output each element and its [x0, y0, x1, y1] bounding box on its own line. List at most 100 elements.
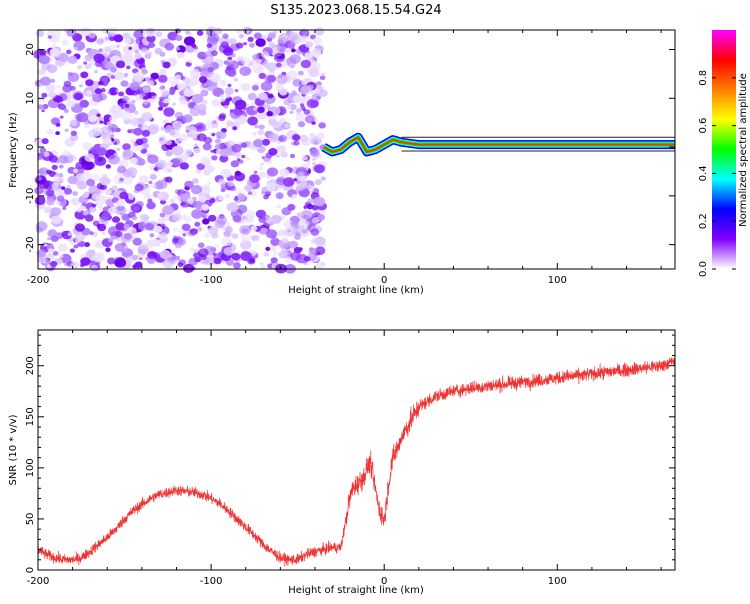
noise-blob [84, 123, 91, 129]
noise-blob [266, 229, 278, 239]
noise-blob [128, 97, 134, 103]
noise-blob [53, 188, 64, 196]
noise-blob [174, 74, 182, 81]
noise-blob [50, 117, 61, 126]
noise-blob [92, 174, 102, 182]
noise-blob [180, 99, 188, 105]
noise-blob [92, 220, 100, 227]
noise-blob [37, 104, 44, 110]
noise-blob [225, 193, 230, 198]
noise-blob [85, 190, 91, 195]
x-tick-label: 0 [381, 275, 387, 286]
noise-blob [159, 249, 171, 260]
noise-blob [40, 196, 46, 200]
noise-blob [88, 32, 96, 39]
noise-blob [257, 106, 265, 114]
noise-blob [293, 140, 300, 146]
noise-blob [149, 173, 157, 180]
noise-blob [269, 245, 277, 252]
noise-blob [235, 42, 244, 49]
y-tick-label: 150 [25, 407, 36, 426]
noise-blob [133, 110, 139, 115]
noise-blob [93, 252, 105, 263]
noise-blob [252, 132, 257, 136]
noise-blob [96, 38, 104, 45]
noise-blob [55, 131, 60, 135]
noise-blob [291, 48, 296, 53]
noise-blob [283, 177, 295, 187]
noise-blob [265, 216, 275, 225]
noise-blob [146, 256, 156, 264]
noise-blob [69, 119, 78, 127]
noise-blob [278, 39, 284, 44]
noise-blob [132, 237, 142, 246]
noise-blob [172, 227, 178, 232]
noise-blob [134, 49, 140, 54]
noise-blob [121, 213, 131, 221]
noise-blob [259, 262, 264, 266]
noise-blob [146, 201, 156, 210]
noise-blob [108, 237, 114, 243]
x-tick-label: 100 [548, 576, 567, 587]
noise-blob [108, 115, 118, 123]
noise-blob [261, 34, 268, 40]
noise-blob [66, 99, 76, 108]
noise-blob [300, 59, 311, 69]
noise-blob [163, 107, 175, 117]
noise-blob [220, 237, 232, 247]
noise-blob [314, 236, 326, 246]
noise-blob [253, 107, 258, 111]
noise-blob [139, 242, 147, 250]
noise-blob [185, 149, 193, 156]
noise-blob [138, 213, 149, 223]
noise-blob [187, 198, 194, 205]
noise-blob [94, 88, 103, 95]
noise-blob [73, 92, 83, 101]
noise-blob [137, 253, 144, 258]
noise-blob [157, 218, 165, 225]
noise-blob [265, 246, 271, 251]
noise-blob [162, 205, 175, 216]
noise-blob [244, 185, 253, 192]
noise-blob [249, 42, 255, 48]
noise-blob [101, 134, 108, 139]
noise-blob [209, 198, 216, 204]
noise-blob [274, 52, 286, 63]
noise-blob [85, 79, 94, 87]
noise-blob [216, 130, 227, 140]
noise-blob [93, 53, 105, 63]
noise-blob [279, 88, 288, 96]
noise-blob [164, 42, 175, 51]
noise-blob [105, 164, 112, 169]
noise-blob [130, 117, 141, 127]
noise-blob [231, 143, 242, 153]
noise-blob [36, 176, 42, 181]
noise-blob [69, 134, 79, 142]
noise-blob [141, 129, 151, 137]
noise-blob [319, 75, 326, 81]
noise-blob [227, 56, 233, 61]
noise-blob [237, 193, 246, 201]
noise-blob [148, 180, 153, 185]
noise-blob [156, 159, 167, 168]
noise-blob [131, 215, 138, 221]
noise-blob [290, 220, 299, 228]
noise-blob [159, 96, 165, 102]
noise-blob [89, 206, 97, 213]
noise-blob [59, 115, 64, 119]
noise-blob [267, 93, 274, 99]
noise-blob [39, 147, 47, 153]
noise-blob [265, 62, 277, 72]
noise-blob [165, 176, 173, 183]
noise-blob [260, 162, 264, 166]
noise-blob [279, 168, 290, 177]
noise-blob [207, 66, 215, 73]
noise-blob [300, 85, 312, 95]
noise-blob [309, 99, 320, 108]
noise-blob [214, 138, 221, 144]
noise-blob [278, 250, 288, 259]
noise-blob [298, 247, 303, 251]
noise-blob [116, 242, 129, 253]
noise-blob [277, 229, 287, 237]
